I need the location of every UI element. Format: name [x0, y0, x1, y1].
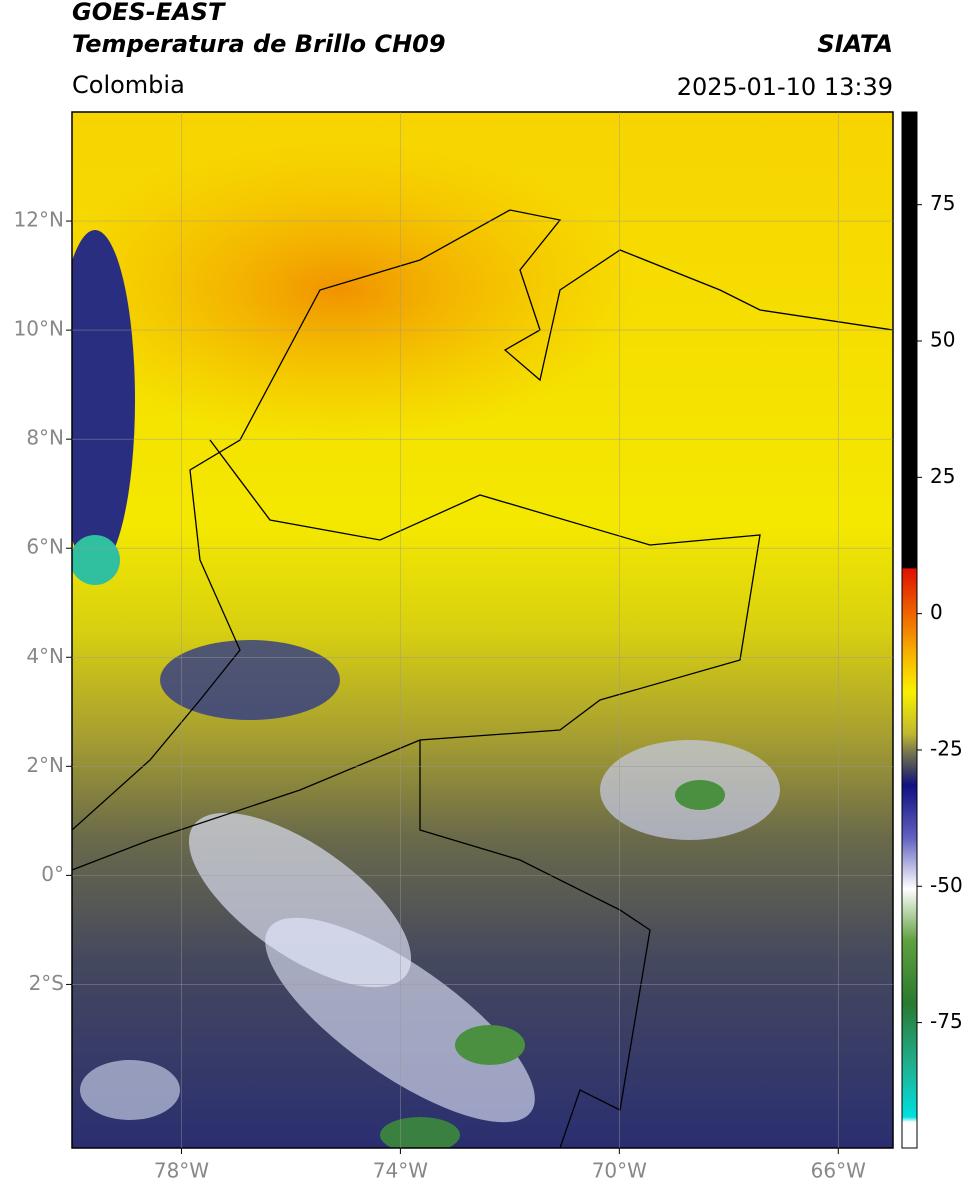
map-frame — [71, 111, 894, 1149]
colorbar-tick-label: -75 — [930, 1009, 963, 1033]
region: Colombia — [72, 71, 185, 99]
y-tick-label: 10°N — [14, 317, 64, 341]
colorbar-tick-label: 0 — [930, 600, 943, 624]
colorbar — [901, 111, 918, 1149]
x-tick-label: 70°W — [592, 1159, 647, 1183]
colorbar-tick-label: 25 — [930, 464, 955, 488]
satellite-image — [72, 112, 893, 1148]
y-tick-label: 2°S — [29, 971, 64, 995]
x-tick-label: 74°W — [373, 1159, 428, 1183]
y-tick-label: 4°N — [26, 644, 64, 668]
x-tick-label: 66°W — [811, 1159, 866, 1183]
colorbar-tick-label: 75 — [930, 191, 955, 215]
y-tick-label: 8°N — [26, 426, 64, 450]
colorbar-tick-label: -25 — [930, 736, 963, 760]
source: SIATA — [817, 30, 893, 58]
x-tick-label: 78°W — [154, 1159, 209, 1183]
y-tick-label: 2°N — [26, 753, 64, 777]
datetime: 2025-01-10 13:39 — [677, 73, 893, 101]
y-tick-label: 12°N — [14, 208, 64, 232]
colorbar-tick-label: -50 — [930, 873, 963, 897]
title: GOES-EAST — [72, 0, 226, 26]
y-tick-label: 6°N — [26, 535, 64, 559]
colorbar-tick-label: 50 — [930, 328, 955, 352]
y-tick-label: 0° — [41, 862, 64, 886]
subtitle: Temperatura de Brillo CH09 — [72, 30, 446, 58]
